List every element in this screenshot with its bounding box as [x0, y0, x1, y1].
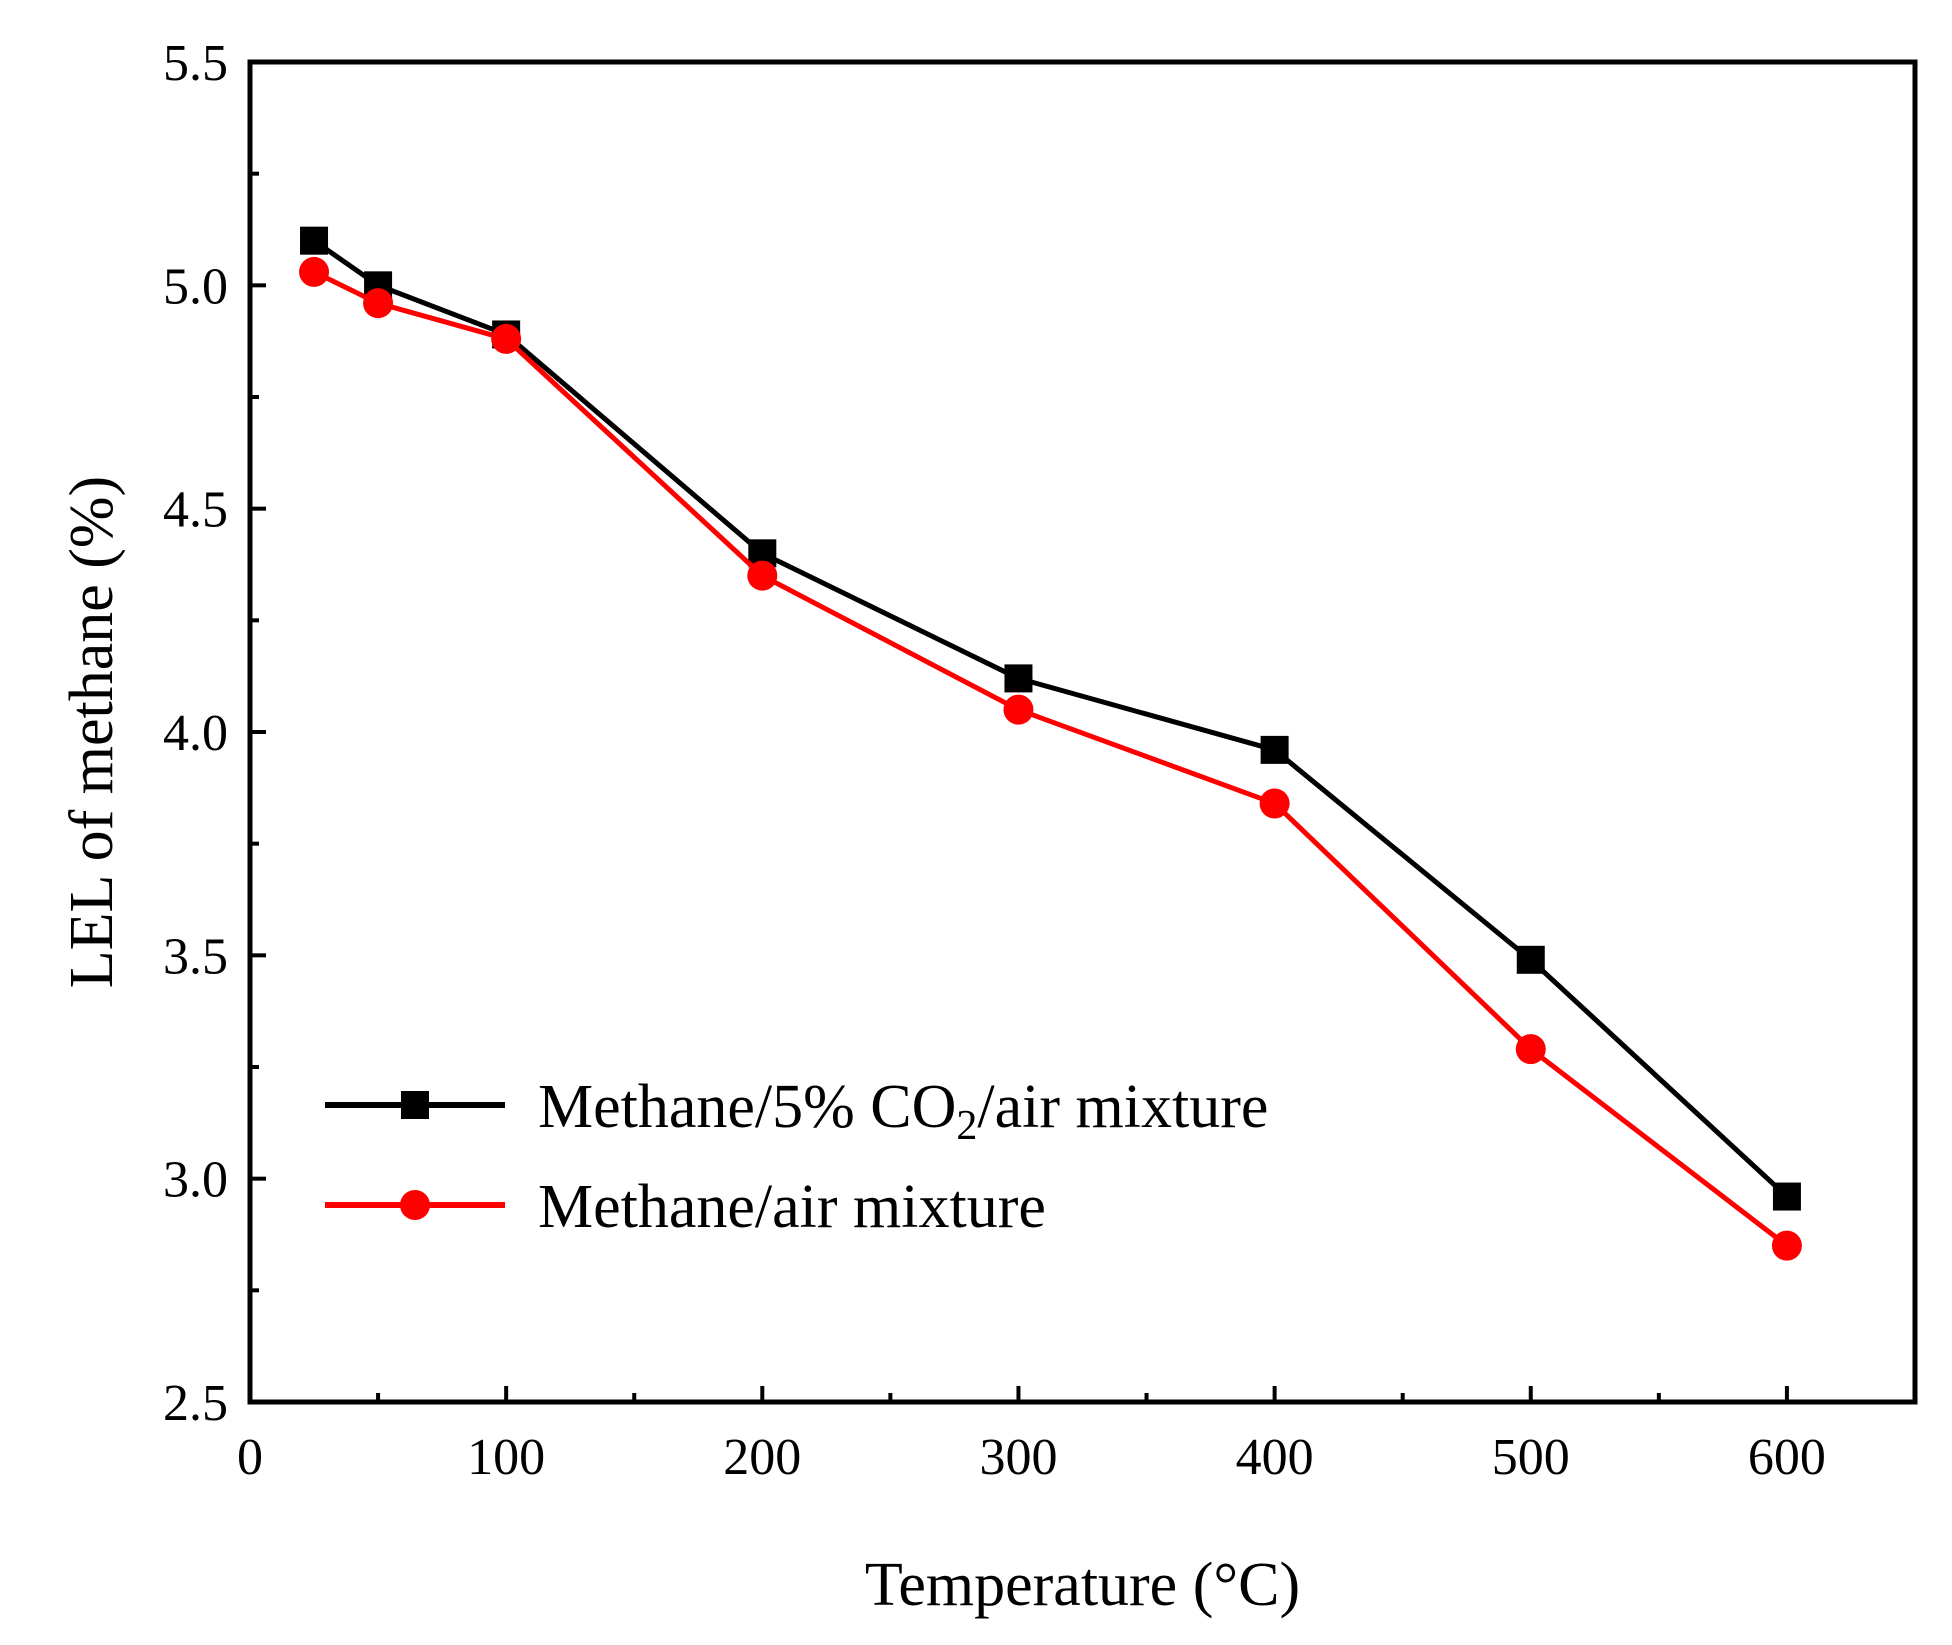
legend-marker-circle [400, 1190, 430, 1220]
x-tick-label: 100 [467, 1429, 545, 1486]
plot-area [299, 226, 1802, 1261]
y-tick-label: 3.0 [163, 1152, 228, 1209]
y-tick-label: 2.5 [163, 1375, 228, 1432]
x-tick-label: 600 [1748, 1429, 1826, 1486]
legend-label-text: Methane/5% CO [538, 1073, 956, 1141]
data-point-square [1516, 945, 1545, 974]
x-tick-label: 500 [1492, 1429, 1570, 1486]
y-tick-label: 3.5 [163, 928, 228, 985]
data-point-circle [1771, 1230, 1802, 1261]
data-point-square [1004, 664, 1033, 693]
x-tick-label: 300 [979, 1429, 1057, 1486]
y-axis-title: LEL of methane (%) [58, 476, 126, 988]
x-axis-title: Temperature (°C) [865, 1551, 1300, 1619]
x-tick-label: 400 [1236, 1429, 1314, 1486]
legend-marker-square [401, 1091, 429, 1119]
data-point-circle [1515, 1034, 1546, 1065]
data-point-square [1260, 735, 1289, 764]
series-line-2 [312, 269, 1789, 1248]
data-point-circle [363, 288, 394, 319]
x-tick-label: 200 [723, 1429, 801, 1486]
data-point-circle [747, 560, 778, 591]
legend: Methane/5% CO2/air mixture Methane/air mi… [325, 1073, 1268, 1241]
legend-label-tail: /air mixture [977, 1073, 1268, 1141]
data-point-circle [491, 323, 522, 354]
y-tick-label: 5.0 [163, 258, 228, 315]
legend-label-text: Methane/air mixture [538, 1173, 1046, 1241]
y-tick-label: 5.5 [163, 35, 228, 92]
axes: 0 100 200 300 400 500 600 2.5 3.0 3.5 4.0 4.5 5.0 5.5 [163, 35, 1918, 1486]
y-tick-label: 4.5 [163, 482, 228, 539]
series-line-1 [312, 238, 1789, 1199]
data-point-circle [299, 256, 330, 287]
data-point-square [1772, 1182, 1801, 1211]
x-tick-label: 0 [237, 1429, 263, 1486]
data-point-square [300, 226, 329, 255]
legend-label-subscript: 2 [956, 1103, 977, 1149]
data-point-circle [1003, 694, 1034, 725]
data-point-circle [1259, 788, 1290, 819]
legend-label-1: Methane/5% CO2/air mixture [538, 1073, 1268, 1149]
y-tick-label: 4.0 [163, 705, 228, 762]
legend-label-2: Methane/air mixture [538, 1173, 1046, 1241]
